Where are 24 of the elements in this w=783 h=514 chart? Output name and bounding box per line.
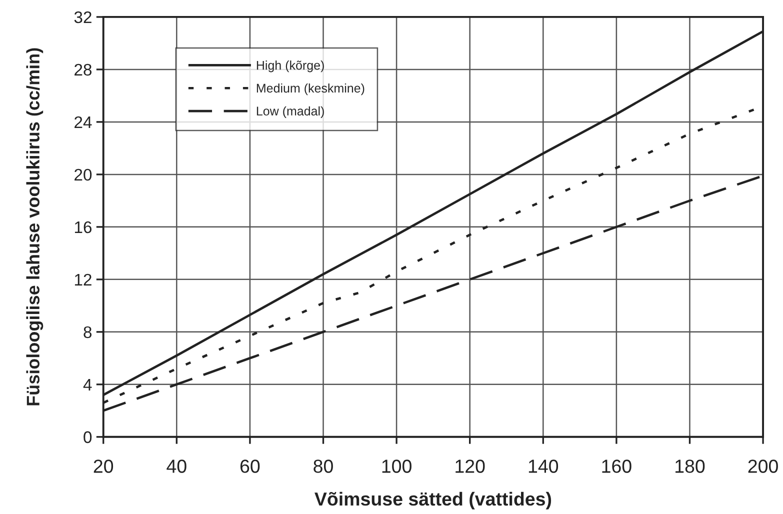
legend-label: Low (madal) bbox=[256, 106, 324, 118]
y-tick-label: 16 bbox=[74, 221, 92, 234]
x-tick-label: 80 bbox=[314, 460, 333, 473]
y-tick-label: 8 bbox=[84, 326, 92, 338]
x-tick-label: 160 bbox=[602, 460, 632, 473]
y-tick-label: 20 bbox=[74, 168, 92, 181]
y-tick-label: 24 bbox=[74, 116, 92, 128]
legend-label: High (kõrge) bbox=[256, 60, 324, 72]
y-tick-label: 32 bbox=[74, 11, 92, 24]
x-tick-label: 60 bbox=[240, 460, 260, 473]
x-tick-label: 100 bbox=[382, 460, 412, 473]
x-tick-label: 140 bbox=[528, 460, 558, 473]
y-tick-label: 12 bbox=[74, 274, 92, 286]
x-axis-title: Võimsuse sätted (vattides) bbox=[314, 492, 552, 510]
x-tick-label: 40 bbox=[166, 460, 186, 473]
x-tick-label: 200 bbox=[748, 460, 778, 473]
x-tick-label: 20 bbox=[94, 460, 114, 473]
y-tick-label: 28 bbox=[74, 64, 92, 76]
y-tick-label: 0 bbox=[84, 431, 92, 444]
x-tick-label: 180 bbox=[676, 460, 705, 473]
legend-label: Medium (keskmine) bbox=[256, 83, 364, 96]
x-tick-label: 120 bbox=[456, 460, 485, 473]
y-tick-label: 4 bbox=[83, 378, 92, 390]
y-axis-title: Füsioloogilise lahuse voolukiirus (cc/min) bbox=[26, 48, 44, 406]
